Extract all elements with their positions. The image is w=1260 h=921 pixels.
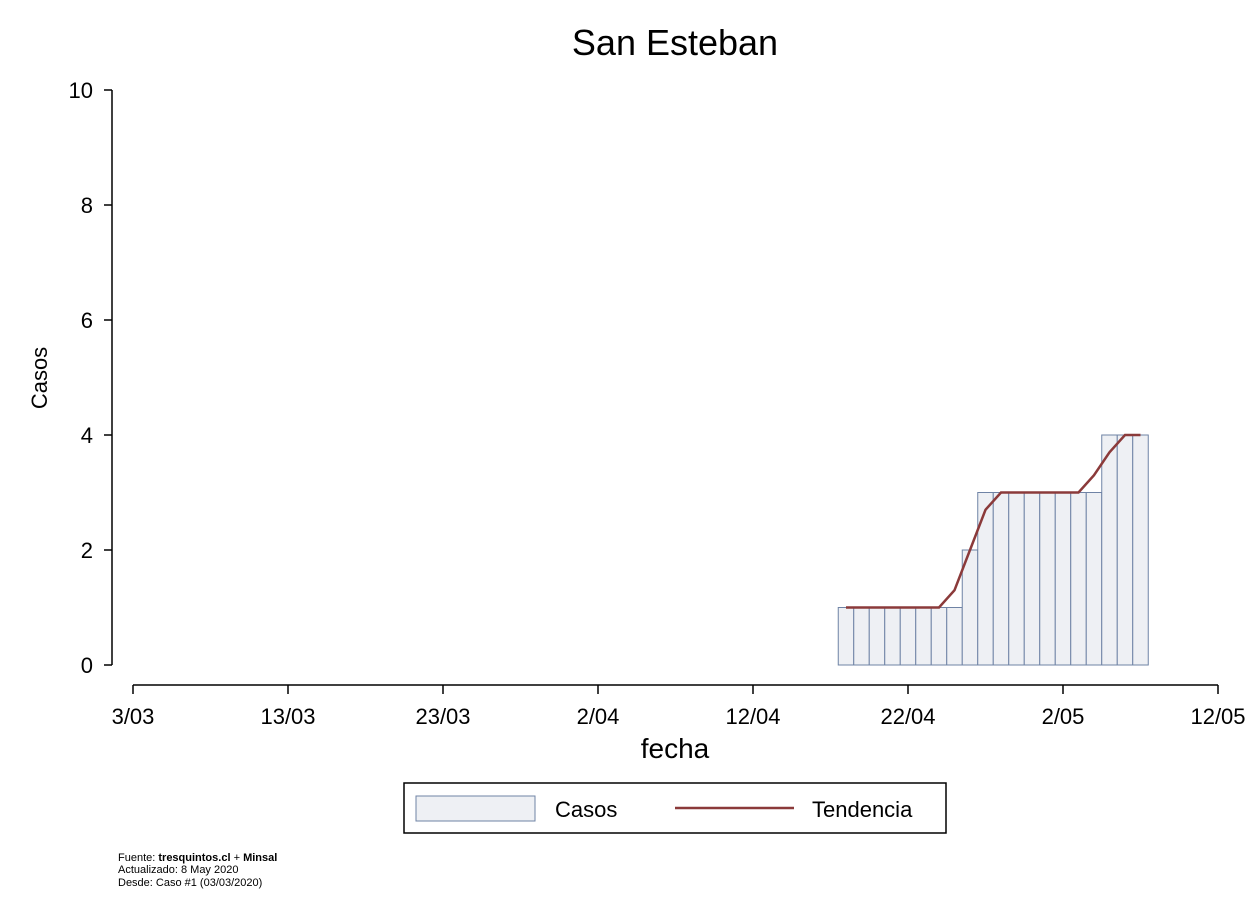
y-tick-label: 10 xyxy=(69,78,93,103)
footnote-updated: Actualizado: 8 May 2020 xyxy=(118,864,238,876)
y-tick-label: 4 xyxy=(81,423,93,448)
legend-label: Casos xyxy=(555,797,617,822)
bar xyxy=(1085,492,1103,666)
bar xyxy=(1039,492,1056,666)
legend: Casos Tendencia xyxy=(403,782,947,834)
y-axis-label: Casos xyxy=(27,347,52,409)
legend-label: Tendencia xyxy=(812,797,913,822)
bar xyxy=(930,607,948,666)
legend-swatch xyxy=(415,795,536,822)
x-tick-label: 23/03 xyxy=(415,704,470,729)
x-tick-label: 3/03 xyxy=(112,704,155,729)
x-tick-label: 12/05 xyxy=(1190,704,1245,729)
bar xyxy=(1116,434,1134,666)
y-tick-label: 0 xyxy=(81,653,93,678)
bar xyxy=(1070,492,1087,666)
bar xyxy=(899,607,917,666)
x-tick-label: 13/03 xyxy=(260,704,315,729)
bar xyxy=(837,607,855,666)
x-axis-label: fecha xyxy=(641,733,710,764)
bar xyxy=(1008,492,1025,666)
footnote: Fuente: tresquintos.cl + Minsal Actualiz… xyxy=(118,852,277,889)
bar xyxy=(992,492,1010,666)
bar xyxy=(946,607,963,666)
bar xyxy=(1101,434,1118,666)
footnote-source: Fuente: tresquintos.cl + Minsal xyxy=(118,852,277,864)
bar xyxy=(1054,492,1072,666)
x-tick-label: 2/05 xyxy=(1042,704,1085,729)
trend-line xyxy=(846,433,1141,609)
footnote-text: Fuente: xyxy=(118,852,155,864)
bar xyxy=(915,607,932,666)
x-tick-label: 22/04 xyxy=(880,704,935,729)
bar xyxy=(1132,434,1149,666)
x-tick-label: 2/04 xyxy=(577,704,620,729)
y-tick-label: 2 xyxy=(81,538,93,563)
y-tick-label: 8 xyxy=(81,193,93,218)
bar xyxy=(884,607,901,666)
footnote-text: Minsal xyxy=(243,852,277,864)
x-tick-label: 12/04 xyxy=(725,704,780,729)
footnote-text: + xyxy=(234,852,240,864)
footnote-text: tresquintos.cl xyxy=(158,852,230,864)
bar xyxy=(1023,492,1041,666)
bar xyxy=(868,607,886,666)
footnote-since: Desde: Caso #1 (03/03/2020) xyxy=(118,877,262,889)
bar xyxy=(853,607,870,666)
chart-title: San Esteban xyxy=(572,22,778,63)
y-tick-label: 6 xyxy=(81,308,93,333)
bar xyxy=(977,492,994,666)
